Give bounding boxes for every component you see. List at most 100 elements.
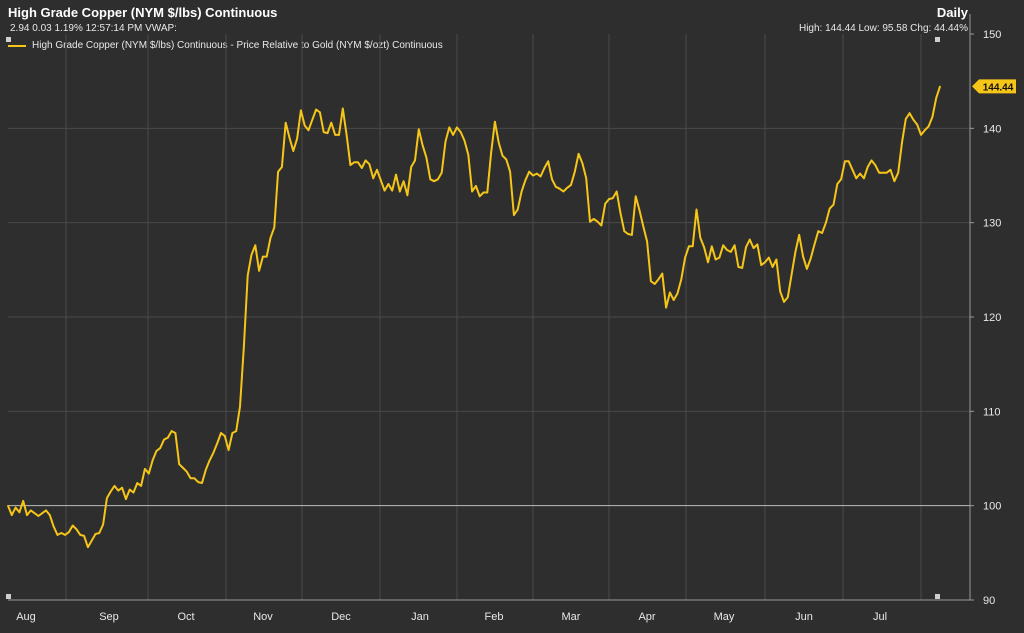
data-point-173 [665,306,667,309]
data-point-41 [163,438,165,441]
last-value-flag [972,79,1016,94]
data-point-181 [695,208,698,211]
data-point-82 [319,111,321,114]
data-point-38 [151,459,154,462]
data-point-42 [167,436,169,439]
x-tick-label-aug: Aug [16,611,36,623]
resize-handle-top-left[interactable] [6,37,11,42]
data-point-16 [68,531,70,533]
data-point-178 [684,256,686,259]
data-point-217 [832,203,835,206]
data-point-227 [870,159,873,162]
data-point-179 [688,245,690,248]
data-point-84 [326,132,329,134]
data-point-206 [790,273,793,276]
data-point-10 [45,509,47,512]
data-point-88 [342,107,344,110]
x-tick-label-dec: Dec [331,611,351,623]
data-point-238 [912,119,915,121]
y-tick-label-130: 130 [983,218,1001,230]
data-point-159 [612,197,614,199]
y-tick-label-100: 100 [983,501,1001,513]
data-point-237 [908,112,911,114]
data-point-23 [94,533,97,535]
data-point-221 [847,160,850,163]
data-point-6 [30,509,32,512]
y-tick-label-110: 110 [983,406,1001,418]
data-point-100 [387,183,390,185]
data-point-1 [11,514,13,516]
data-point-110 [425,156,428,159]
data-point-18 [75,528,78,531]
data-point-225 [863,177,865,180]
data-point-129 [497,141,500,144]
data-point-15 [64,534,66,536]
data-point-56 [220,432,222,434]
data-point-59 [231,432,234,434]
data-point-31 [125,498,127,500]
resize-handle-bottom-right[interactable] [935,594,940,599]
data-point-2 [14,506,17,509]
data-point-241 [924,129,926,131]
data-point-45 [178,463,180,466]
data-point-131 [505,158,508,161]
data-point-150 [577,153,580,155]
data-point-52 [205,469,207,471]
data-point-12 [52,525,55,528]
data-point-49 [193,477,196,480]
data-point-101 [391,189,394,192]
data-point-134 [516,208,519,211]
data-point-154 [593,218,595,220]
data-point-51 [201,482,203,484]
data-point-30 [121,486,123,489]
legend[interactable]: High Grade Copper (NYM $/lbs) Continuous… [8,40,443,51]
data-point-87 [338,134,340,136]
data-point-106 [410,166,413,168]
data-point-196 [752,247,755,249]
data-point-136 [524,179,527,181]
data-point-240 [920,134,922,136]
data-point-222 [851,169,854,171]
data-point-224 [859,172,861,175]
data-point-116 [448,126,451,129]
data-point-46 [182,467,184,469]
data-point-54 [212,452,215,454]
data-point-24 [98,532,101,534]
data-point-104 [402,180,405,182]
data-point-126 [486,191,489,194]
data-point-202 [775,258,778,261]
data-point-244 [935,97,937,99]
data-point-158 [608,198,610,200]
data-point-138 [532,174,534,177]
data-point-152 [585,177,587,180]
data-point-166 [638,209,641,212]
data-point-220 [844,160,846,163]
y-tick-label-90: 90 [983,595,995,607]
legend-swatch [8,44,26,47]
data-point-223 [855,177,858,180]
y-tick-label-120: 120 [983,312,1001,324]
data-point-174 [669,291,671,294]
data-point-25 [102,523,104,526]
stats-line: High: 144.44 Low: 95.58 Chg: 44.44% [798,23,968,34]
data-point-218 [836,183,839,185]
data-point-64 [250,253,253,256]
data-point-66 [258,270,260,272]
data-point-67 [262,255,264,258]
data-point-60 [235,430,237,432]
data-point-121 [467,153,470,156]
data-point-151 [581,162,584,164]
data-point-36 [144,468,146,470]
period-label[interactable]: Daily [936,5,968,20]
data-point-157 [604,203,606,205]
data-point-200 [768,256,770,259]
data-point-188 [722,244,724,247]
data-point-143 [551,178,553,181]
data-point-9 [41,512,43,514]
series-line[interactable] [7,86,941,549]
resize-handle-top-right[interactable] [935,37,940,42]
resize-handle-bottom-left[interactable] [6,594,11,599]
data-point-199 [764,261,766,264]
data-point-139 [536,172,538,175]
